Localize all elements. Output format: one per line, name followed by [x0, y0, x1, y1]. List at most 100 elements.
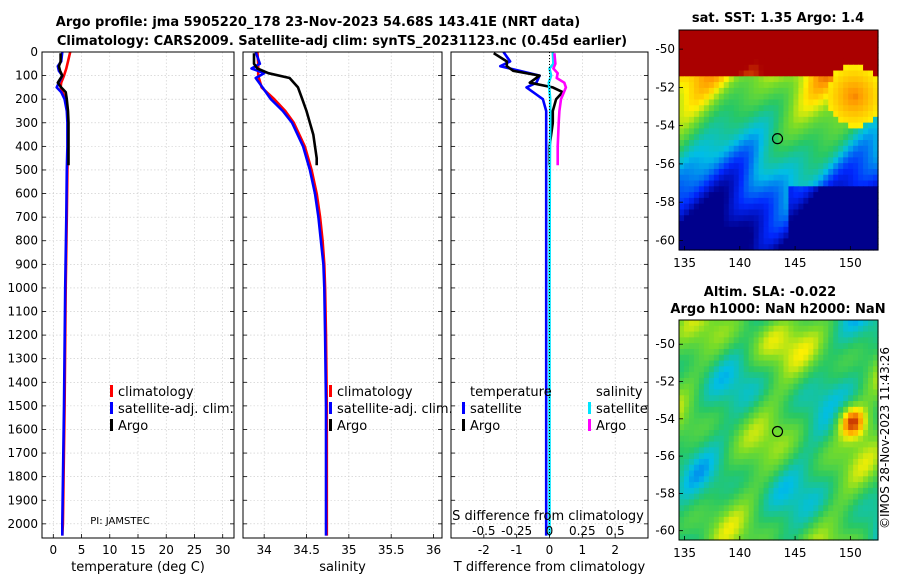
map-cell — [683, 145, 690, 153]
map-cell — [713, 337, 720, 344]
map-cell — [723, 238, 730, 245]
map-cell — [713, 232, 720, 240]
map-cell — [718, 76, 725, 83]
map-cell — [798, 325, 804, 333]
map-cell — [693, 325, 700, 333]
map-cell — [758, 163, 765, 170]
map-cell — [718, 157, 725, 164]
map-cell — [768, 366, 775, 373]
map-cell — [788, 516, 795, 524]
map-cell — [728, 348, 735, 356]
map-cell — [748, 377, 755, 385]
map-cell — [858, 93, 864, 101]
map-cell — [838, 383, 844, 391]
map-cell — [723, 221, 730, 228]
map-cell — [823, 325, 829, 333]
map-cell — [688, 41, 695, 48]
map-cell — [698, 453, 705, 460]
map-cell — [803, 511, 809, 518]
map-cell — [698, 58, 705, 66]
map-cell — [833, 447, 839, 454]
map-cell — [853, 226, 859, 234]
map-cell — [823, 516, 829, 524]
map-cell — [773, 174, 780, 182]
map-cell — [768, 482, 775, 489]
map-cell — [703, 360, 710, 367]
map-cell — [783, 360, 790, 367]
map-cell — [868, 406, 874, 414]
map-cell — [693, 134, 700, 141]
map-cell — [713, 99, 720, 106]
map-cell — [783, 453, 790, 460]
map-cell — [813, 406, 819, 414]
map-cell — [823, 221, 829, 228]
map-cell — [798, 157, 804, 164]
map-cell — [679, 487, 685, 495]
map-cell — [758, 453, 765, 460]
map-cell — [788, 320, 795, 327]
map-cell — [848, 343, 854, 350]
map-cell — [758, 331, 765, 338]
map-cell — [853, 360, 859, 367]
map-cell — [768, 174, 775, 182]
map-cell — [873, 64, 879, 72]
map-cell — [713, 435, 720, 443]
map-cell — [763, 453, 770, 460]
map-cell — [838, 87, 844, 95]
map-cell — [723, 482, 730, 489]
map-cell — [703, 140, 710, 147]
map-cell — [738, 238, 745, 245]
map-cell — [698, 343, 705, 350]
map-cell — [693, 343, 700, 350]
map-cell — [793, 76, 799, 83]
map-cell — [868, 64, 874, 72]
map-cell — [873, 215, 879, 222]
map-cell — [748, 168, 755, 176]
map-cell — [773, 64, 780, 72]
map-cell — [833, 453, 839, 460]
map-cell — [833, 331, 839, 338]
map-cell — [868, 505, 874, 512]
map-cell — [813, 476, 819, 483]
map-cell — [843, 53, 849, 60]
map-cell — [773, 87, 780, 95]
map-cell — [753, 232, 760, 240]
map-cell — [723, 226, 730, 234]
map-cell — [823, 383, 829, 391]
map-cell — [763, 418, 770, 425]
map-cell — [688, 348, 695, 356]
map-cell — [713, 41, 720, 48]
map-cell — [803, 87, 809, 95]
map-cell — [688, 47, 695, 54]
map-cell — [679, 366, 685, 373]
map-cell — [693, 76, 700, 83]
map-cell — [763, 476, 770, 483]
map-cell — [793, 226, 799, 234]
map-cell — [803, 493, 809, 501]
map-cell — [868, 163, 874, 170]
map-cell — [873, 87, 879, 95]
map-cell — [768, 325, 775, 333]
map-cell — [783, 35, 790, 43]
map-cell — [813, 447, 819, 454]
map-cell — [863, 320, 869, 327]
map-cell — [773, 128, 780, 135]
map-cell — [693, 383, 700, 391]
map-cell — [828, 58, 834, 66]
map-cell — [768, 470, 775, 477]
map-cell — [763, 389, 770, 396]
map-cell — [748, 64, 755, 72]
map-cell — [808, 493, 814, 501]
map-y-tick-label: -60 — [655, 524, 675, 538]
map-cell — [703, 168, 710, 176]
map-cell — [813, 412, 819, 420]
map-cell — [773, 348, 780, 356]
map-cell — [788, 35, 795, 43]
map-cell — [728, 30, 735, 37]
map-cell — [838, 389, 844, 396]
map-cell — [748, 53, 755, 60]
map-cell — [723, 366, 730, 373]
map-cell — [838, 203, 844, 211]
map-cell — [843, 203, 849, 211]
map-cell — [738, 528, 745, 535]
